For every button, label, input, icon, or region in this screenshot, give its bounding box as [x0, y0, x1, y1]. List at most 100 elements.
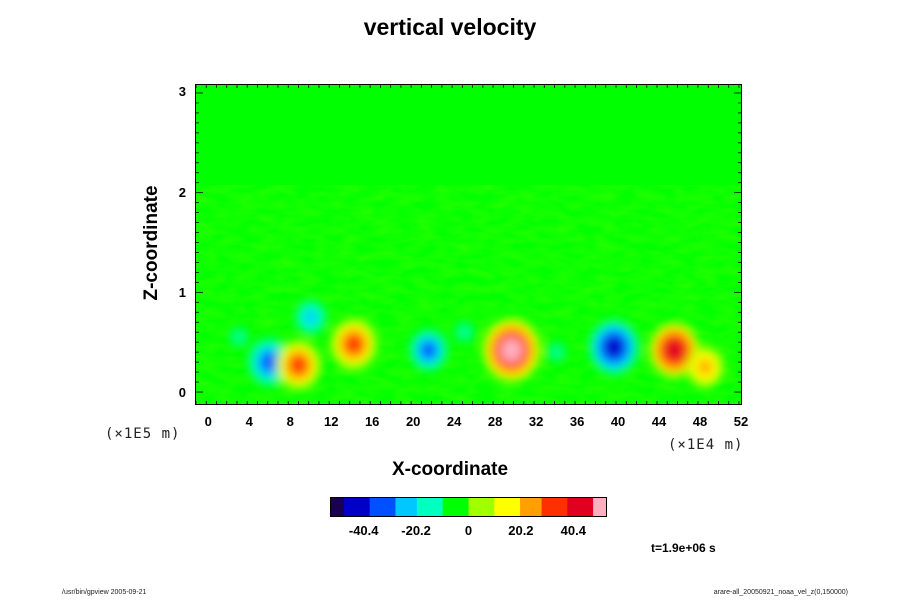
- heatmap-field: [196, 85, 741, 404]
- colorbar-swatch: [601, 498, 606, 516]
- colorbar-swatch: [550, 498, 555, 516]
- colorbar-swatch: [537, 498, 543, 516]
- colorbar-swatch: [395, 498, 401, 516]
- x-tick-label: 0: [204, 414, 212, 429]
- y-scale-label: (×1E5 m): [105, 426, 181, 442]
- colorbar: [330, 497, 607, 517]
- heatmap-cell: [459, 326, 470, 338]
- colorbar-swatch: [507, 498, 512, 516]
- colorbar-tick-label: -20.2: [401, 523, 431, 538]
- colorbar-swatch: [575, 498, 581, 516]
- colorbar-swatch: [356, 498, 362, 516]
- heatmap-cell: [260, 352, 279, 373]
- x-tick-label: 8: [286, 414, 294, 429]
- colorbar-swatch: [502, 498, 508, 516]
- colorbar-swatch: [563, 498, 568, 516]
- colorbar-swatch: [399, 498, 405, 516]
- x-tick-label: 20: [405, 414, 421, 429]
- colorbar-swatch: [528, 498, 534, 516]
- x-scale-label: (×1E4 m): [668, 437, 744, 453]
- time-label: t=1.9e+06 s: [651, 541, 716, 555]
- heatmap-cell: [420, 341, 437, 359]
- colorbar-swatch: [391, 498, 396, 516]
- x-tick-label: 40: [610, 414, 626, 429]
- x-tick-label: 32: [528, 414, 544, 429]
- heatmap-cell: [500, 338, 523, 363]
- colorbar-swatch: [412, 498, 418, 516]
- colorbar-swatch: [343, 498, 349, 516]
- colorbar-tick-label: -40.4: [348, 523, 379, 538]
- colorbar-swatch: [416, 498, 422, 516]
- colorbar-swatch: [335, 498, 341, 516]
- colorbar-swatch: [438, 498, 444, 516]
- footer-right: arare-all_20050921_noaa_vel_z(0,150000): [713, 589, 848, 596]
- colorbar-swatch: [378, 498, 384, 516]
- colorbar-swatch: [472, 498, 478, 516]
- colorbar-swatch: [593, 498, 598, 516]
- x-tick-label: 48: [692, 414, 708, 429]
- y-tick-label: 3: [178, 84, 186, 99]
- colorbar-swatch: [588, 498, 594, 516]
- colorbar-tick-label: 20.2: [508, 523, 534, 538]
- x-tick-label: 24: [446, 414, 462, 429]
- colorbar-swatch: [494, 498, 500, 516]
- heatmap-cell: [698, 359, 713, 375]
- colorbar-gradient: [331, 498, 606, 516]
- x-axis-label: X-coordinate: [391, 459, 509, 480]
- plot-area: [195, 84, 742, 405]
- heatmap-cell: [289, 355, 308, 375]
- colorbar-swatch: [468, 498, 474, 516]
- x-tick-label: 4: [245, 414, 253, 429]
- colorbar-swatch: [348, 498, 353, 516]
- colorbar-swatch: [498, 498, 504, 516]
- colorbar-swatch: [425, 498, 431, 516]
- colorbar-tick-label: 40.4: [560, 523, 586, 538]
- y-tick-label: 1: [178, 285, 186, 300]
- colorbar-swatch: [442, 498, 448, 516]
- colorbar-swatch: [584, 498, 590, 516]
- colorbar-swatch: [331, 498, 336, 516]
- colorbar-swatch: [532, 498, 538, 516]
- heatmap-cell: [665, 339, 684, 361]
- y-tick-label: 2: [178, 185, 186, 200]
- colorbar-swatch: [477, 498, 482, 516]
- x-tick-label: 12: [323, 414, 339, 429]
- y-axis-label: Z-coordinate: [141, 185, 162, 301]
- colorbar-swatch: [369, 498, 375, 516]
- colorbar-swatch: [386, 498, 392, 516]
- colorbar-swatch: [567, 498, 573, 516]
- colorbar-swatch: [434, 498, 439, 516]
- colorbar-swatch: [541, 498, 547, 516]
- colorbar-swatch: [361, 498, 366, 516]
- footer-left: /usr/bin/gpview 2005-09-21: [62, 589, 147, 596]
- colorbar-swatch: [382, 498, 388, 516]
- chart-title: vertical velocity: [363, 14, 537, 40]
- colorbar-swatch: [545, 498, 551, 516]
- colorbar-swatch: [464, 498, 469, 516]
- colorbar-swatch: [485, 498, 491, 516]
- colorbar-swatch: [554, 498, 560, 516]
- colorbar-swatch: [489, 498, 495, 516]
- heatmap-cell: [551, 346, 562, 358]
- y-tick-label: 0: [178, 385, 186, 400]
- colorbar-swatch: [455, 498, 461, 516]
- colorbar-swatch: [373, 498, 379, 516]
- colorbar-swatch: [429, 498, 435, 516]
- heatmap-cell: [234, 332, 244, 343]
- colorbar-swatch: [352, 498, 358, 516]
- colorbar-swatch: [558, 498, 564, 516]
- colorbar-swatch: [571, 498, 577, 516]
- colorbar-swatch: [459, 498, 465, 516]
- heatmap-cell: [604, 336, 624, 358]
- colorbar-swatch: [451, 498, 457, 516]
- colorbar-swatch: [524, 498, 530, 516]
- colorbar-swatch: [339, 498, 345, 516]
- colorbar-swatch: [580, 498, 586, 516]
- colorbar-tick-label: 0: [464, 523, 473, 538]
- colorbar-swatch: [447, 498, 452, 516]
- colorbar-swatch: [404, 498, 409, 516]
- colorbar-swatch: [511, 498, 517, 516]
- x-tick-label: 28: [487, 414, 503, 429]
- colorbar-swatch: [515, 498, 521, 516]
- heatmap-cell: [304, 310, 317, 325]
